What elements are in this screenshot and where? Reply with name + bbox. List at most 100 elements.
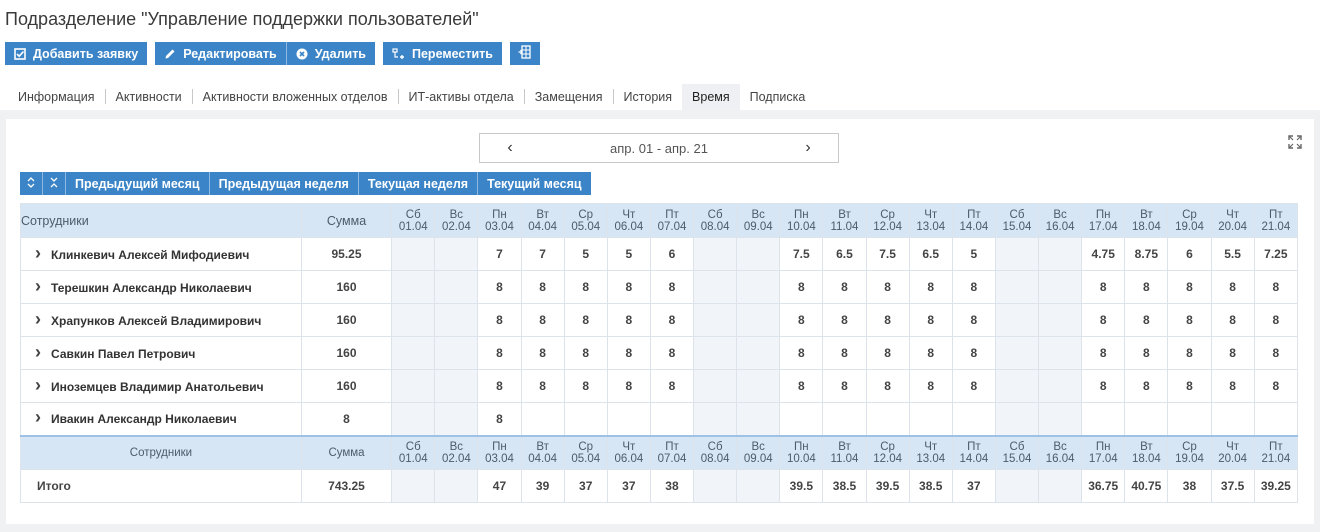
hours-cell[interactable] [693,303,738,337]
hours-cell[interactable]: 5 [606,237,651,271]
col-sum-header[interactable]: Сумма [300,203,393,238]
hours-cell[interactable] [1210,402,1255,436]
hours-cell[interactable]: 8 [520,303,565,337]
hours-cell[interactable]: 8 [649,336,695,370]
hours-cell[interactable]: 7.25 [1253,237,1299,271]
tab-2[interactable]: Активности вложенных отделов [202,90,388,104]
hours-cell[interactable]: 5.5 [1210,237,1255,271]
hours-cell[interactable]: 8 [779,336,824,370]
hours-cell[interactable] [434,270,479,304]
hours-cell[interactable] [1167,402,1212,436]
hours-cell[interactable] [693,336,738,370]
hours-cell[interactable]: 7 [520,237,565,271]
hours-cell[interactable]: 8 [606,270,651,304]
hours-cell[interactable]: 8 [1124,336,1169,370]
tab-3[interactable]: ИТ-активы отдела [408,90,514,104]
hours-cell[interactable]: 8 [606,369,651,403]
hours-cell[interactable] [606,402,651,436]
hours-cell[interactable] [391,237,436,271]
hours-cell[interactable] [434,303,479,337]
hours-cell[interactable] [1038,369,1083,403]
hours-cell[interactable]: 5 [563,237,608,271]
expand-chevron-icon[interactable]: › [35,308,41,329]
hours-cell[interactable] [736,270,781,304]
hours-cell[interactable] [951,402,996,436]
hours-cell[interactable]: 8 [1167,270,1212,304]
hours-cell[interactable]: 8 [1210,336,1255,370]
hours-cell[interactable] [1253,402,1299,436]
hours-cell[interactable]: 8 [822,303,867,337]
hours-cell[interactable]: 8 [606,303,651,337]
hours-cell[interactable]: 8 [649,369,695,403]
hours-cell[interactable]: 8 [1081,270,1126,304]
table-row[interactable]: › Иноземцев Владимир Анатольевич 160 8 8 8 8 8 8… [20,369,1299,403]
hours-cell[interactable] [520,402,565,436]
expand-chevron-icon[interactable]: › [35,275,41,296]
prev-month-button[interactable]: Предыдущий месяц [66,172,209,195]
hours-cell[interactable]: 8 [908,270,953,304]
tab-6[interactable]: Время [682,84,740,110]
hours-cell[interactable]: 6 [649,237,695,271]
hours-cell[interactable]: 8 [477,402,522,436]
hours-cell[interactable] [693,270,738,304]
hours-cell[interactable]: 8 [908,303,953,337]
hours-cell[interactable]: 8 [477,270,522,304]
hours-cell[interactable] [865,402,910,436]
hours-cell[interactable]: 8 [1167,303,1212,337]
hours-cell[interactable]: 8 [606,336,651,370]
hours-cell[interactable]: 8 [563,369,608,403]
hours-cell[interactable]: 4.75 [1081,237,1126,271]
hours-cell[interactable]: 6 [1167,237,1212,271]
hours-cell[interactable] [1038,270,1083,304]
hours-cell[interactable]: 8 [1124,369,1169,403]
hours-cell[interactable] [1038,237,1083,271]
hours-cell[interactable] [736,303,781,337]
hours-cell[interactable] [1081,402,1126,436]
add-request-button[interactable]: Добавить заявку [5,42,148,65]
hours-cell[interactable] [693,369,738,403]
hours-cell[interactable] [1124,402,1169,436]
tab-1[interactable]: Активности [115,90,182,104]
hours-cell[interactable]: 8 [520,270,565,304]
hours-cell[interactable] [994,369,1040,403]
hours-cell[interactable]: 6.5 [822,237,867,271]
hours-cell[interactable]: 8 [649,303,695,337]
col-employees-header[interactable]: Сотрудники [20,203,302,238]
table-row[interactable]: › Ивакин Александр Николаевич 8 8 [20,402,1299,436]
hours-cell[interactable]: 8 [779,369,824,403]
hours-cell[interactable]: 8 [822,270,867,304]
tab-0[interactable]: Информация [18,90,95,104]
table-row[interactable]: › Клинкевич Алексей Мифодиевич 95.25 7 7 5 5 6 7… [20,237,1299,271]
hours-cell[interactable] [434,369,479,403]
hours-cell[interactable]: 8 [865,303,910,337]
hours-cell[interactable]: 8 [1253,303,1299,337]
hours-cell[interactable]: 8 [1081,336,1126,370]
hours-cell[interactable]: 8 [865,270,910,304]
hours-cell[interactable]: 8 [908,369,953,403]
hours-cell[interactable]: 8 [1253,270,1299,304]
hours-cell[interactable]: 8 [520,369,565,403]
hours-cell[interactable]: 8 [951,270,996,304]
hours-cell[interactable] [693,402,738,436]
hours-cell[interactable] [736,402,781,436]
hours-cell[interactable] [994,237,1040,271]
hours-cell[interactable]: 8 [1081,369,1126,403]
edit-button[interactable]: Редактировать [155,42,286,65]
hours-cell[interactable]: 8 [1253,369,1299,403]
hours-cell[interactable]: 8 [908,336,953,370]
current-month-button[interactable]: Текущий месяц [478,172,591,195]
fullscreen-expand-icon[interactable] [1288,135,1302,152]
hours-cell[interactable]: 7 [477,237,522,271]
hours-cell[interactable] [736,336,781,370]
hours-cell[interactable]: 8 [477,303,522,337]
hours-cell[interactable] [563,402,608,436]
hours-cell[interactable]: 8 [1124,270,1169,304]
hours-cell[interactable]: 8 [1210,369,1255,403]
hours-cell[interactable] [994,336,1040,370]
hours-cell[interactable]: 8 [822,336,867,370]
hours-cell[interactable]: 8 [563,336,608,370]
delete-button[interactable]: Удалить [286,42,375,65]
hours-cell[interactable] [391,369,436,403]
hours-cell[interactable] [649,402,695,436]
hours-cell[interactable]: 8 [477,369,522,403]
